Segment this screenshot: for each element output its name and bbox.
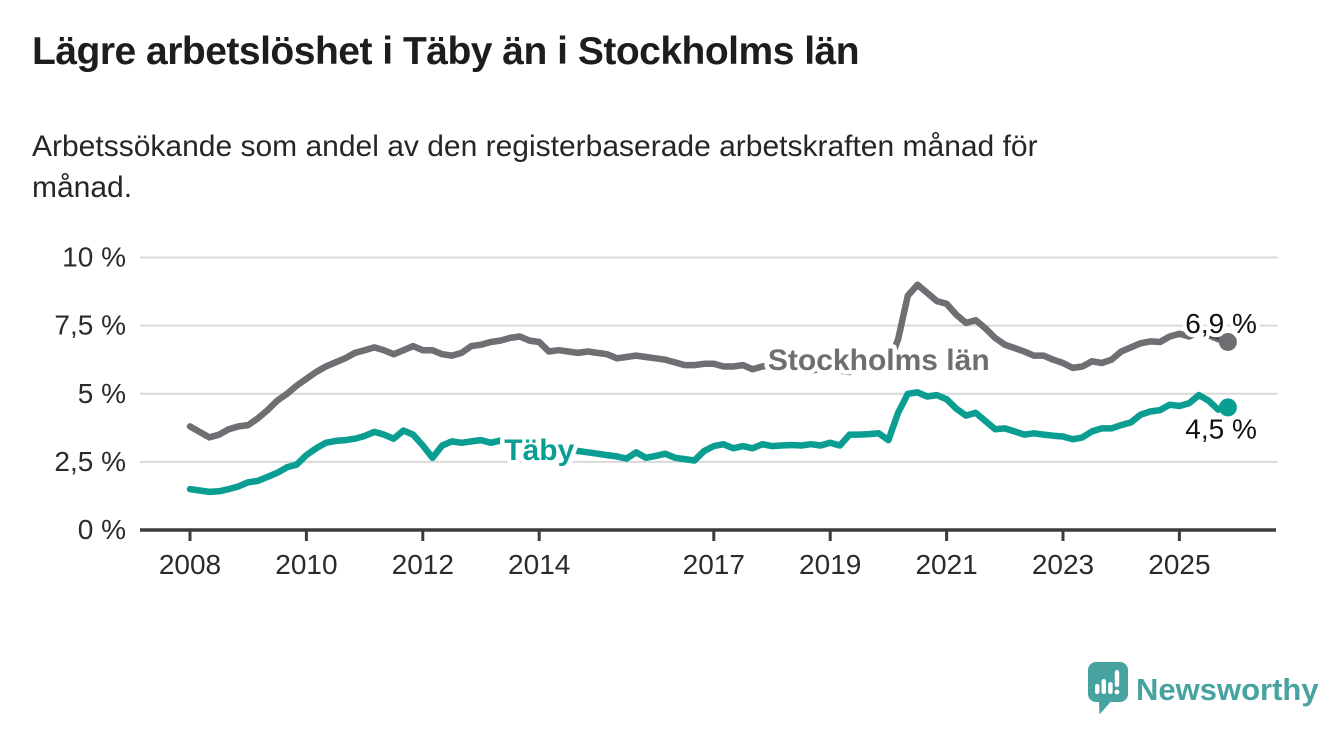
speech-bubble-bar-chart-icon xyxy=(1088,662,1128,715)
series-end-value-label: 4,5 % xyxy=(1185,413,1257,444)
x-tick-label: 2025 xyxy=(1148,549,1210,580)
bar-3 xyxy=(1108,682,1113,694)
y-tick-label: 5 % xyxy=(78,378,126,409)
series-label: Täby xyxy=(504,434,574,467)
series-end-dot xyxy=(1218,332,1237,351)
y-tick-label: 7,5 % xyxy=(54,310,126,341)
series-end-dot xyxy=(1218,398,1237,417)
y-tick-label: 10 % xyxy=(62,242,126,273)
series-lines xyxy=(186,281,1232,496)
series-end-value-label: 6,9 % xyxy=(1185,308,1257,339)
exclamation-bar xyxy=(1114,670,1120,687)
bar-1 xyxy=(1095,684,1100,694)
series-line-täby xyxy=(186,389,1232,496)
end-label-leader xyxy=(1202,333,1220,340)
newsworthy-logo: Newsworthy xyxy=(1088,662,1319,715)
x-tick-label: 2010 xyxy=(275,549,337,580)
series-line-stockholms-län xyxy=(186,281,1232,441)
x-tick-labels: 2008 2010 2012 2014 2017 2019 2021 2023 2025 xyxy=(159,549,1211,580)
exclamation-dot xyxy=(1114,689,1120,695)
page-title: Lägre arbetslöshet i Täby än i Stockholm… xyxy=(32,30,860,73)
x-tick-label: 2012 xyxy=(392,549,454,580)
bar-2 xyxy=(1101,679,1106,694)
unemployment-line-chart: 0 % 2,5 % 5 % 7,5 % 10 % 2008 2010 2012 2014 201… xyxy=(54,242,1278,580)
series-annotations: Stockholms län 6,9 % Täby 4,5 % xyxy=(500,304,1261,472)
x-tick-label: 2017 xyxy=(683,549,745,580)
gridlines xyxy=(140,256,1278,463)
y-tick-label: 2,5 % xyxy=(54,446,126,477)
chart-area: 0 % 2,5 % 5 % 7,5 % 10 % 2008 2010 2012 2014 201… xyxy=(0,222,1340,602)
x-tick-label: 2019 xyxy=(799,549,861,580)
page-subtitle: Arbetssökande som andel av den registerb… xyxy=(32,130,1038,205)
x-tick-label: 2008 xyxy=(159,549,221,580)
x-tick-label: 2014 xyxy=(508,549,570,580)
y-tick-label: 0 % xyxy=(78,514,126,545)
y-tick-labels: 0 % 2,5 % 5 % 7,5 % 10 % xyxy=(54,242,126,546)
x-tick-label: 2021 xyxy=(915,549,977,580)
x-axis xyxy=(140,528,1276,541)
logo-wordmark: Newsworthy xyxy=(1136,672,1319,707)
bubble-shape xyxy=(1088,662,1128,715)
series-label: Stockholms län xyxy=(768,344,990,377)
x-tick-label: 2023 xyxy=(1032,549,1094,580)
